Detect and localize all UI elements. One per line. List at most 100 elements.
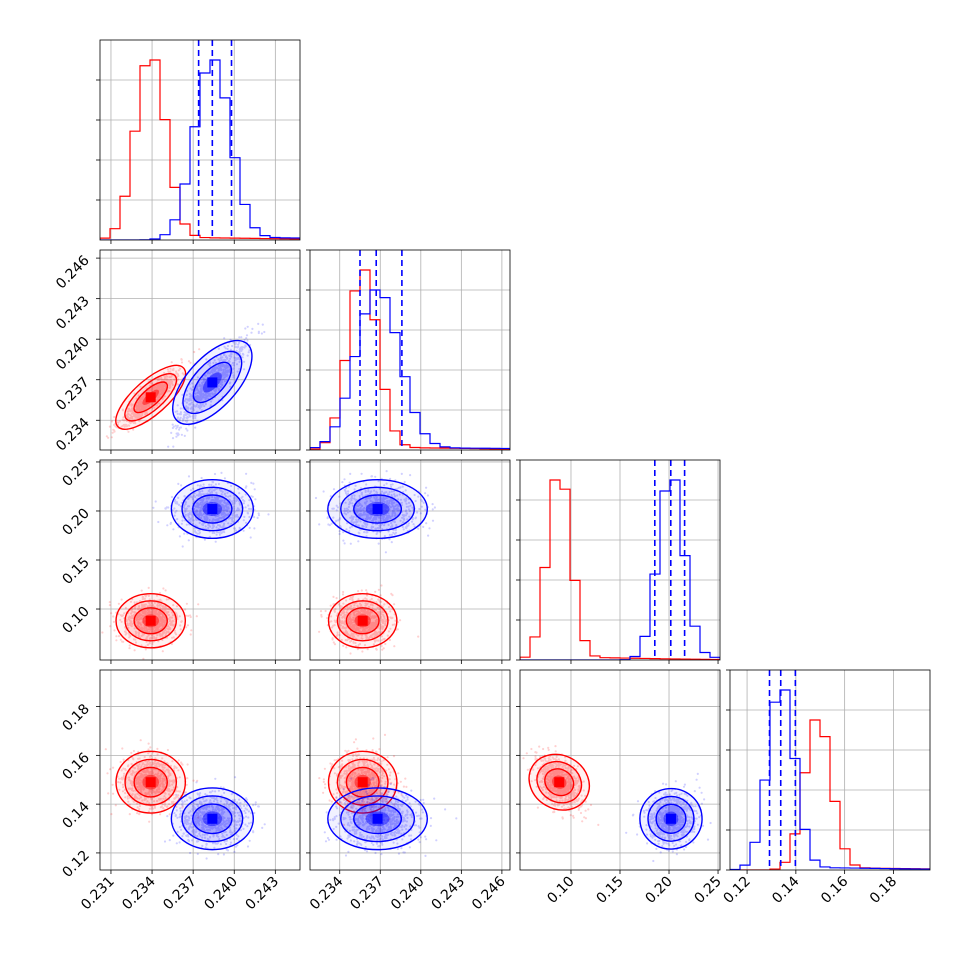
scatter-point (158, 616, 161, 619)
scatter-point (218, 389, 221, 392)
scatter-point (152, 614, 156, 617)
scatter-point (193, 415, 196, 418)
scatter-point (212, 361, 215, 364)
scatter-point (204, 394, 207, 397)
scatter-point (156, 387, 159, 390)
scatter-point (223, 372, 226, 375)
scatter-point (145, 406, 148, 409)
scatter-point (160, 391, 163, 394)
scatter-point (157, 384, 160, 387)
scatter-point (117, 635, 121, 638)
scatter-point (197, 389, 200, 392)
scatter-point (223, 337, 226, 340)
scatter-point (367, 511, 371, 514)
scatter-point (205, 386, 208, 389)
scatter-point (371, 624, 374, 627)
scatter-point (405, 502, 408, 505)
scatter-point (253, 488, 256, 491)
scatter-point (218, 517, 221, 520)
scatter-point (228, 360, 231, 363)
scatter-point (349, 620, 352, 623)
scatter-point (208, 372, 211, 375)
scatter-point (363, 629, 367, 632)
scatter-point (162, 607, 165, 610)
scatter-point (223, 505, 226, 508)
contour-line (124, 600, 178, 642)
scatter-point (240, 336, 243, 339)
scatter-point (158, 621, 161, 625)
scatter-point (366, 630, 369, 633)
scatter-point (205, 513, 209, 516)
scatter-point (363, 611, 366, 614)
scatter-point (198, 513, 202, 517)
scatter-point (387, 630, 390, 633)
scatter-point (204, 398, 207, 401)
scatter-point (159, 635, 162, 638)
scatter-point (396, 628, 399, 631)
scatter-point (220, 493, 223, 496)
scatter-point (381, 626, 384, 629)
scatter-point (115, 635, 118, 638)
scatter-point (181, 545, 184, 548)
scatter-point (385, 618, 388, 622)
scatter-point (203, 385, 206, 388)
scatter-point (203, 493, 206, 496)
scatter-point (377, 515, 380, 518)
scatter-point (381, 500, 384, 503)
scatter-point (153, 390, 156, 393)
scatter-point (203, 519, 207, 522)
scatter-point (377, 527, 380, 530)
scatter-point (145, 627, 148, 630)
scatter-point (226, 369, 229, 372)
scatter-point (205, 513, 208, 516)
scatter-point (352, 611, 355, 615)
scatter-point (360, 609, 363, 612)
scatter-point (159, 386, 163, 389)
scatter-point (218, 517, 221, 520)
scatter-point (205, 503, 208, 506)
scatter-point (417, 635, 420, 638)
scatter-point (208, 535, 212, 539)
scatter-point (201, 384, 204, 387)
scatter-point (355, 614, 359, 617)
scatter-point (174, 511, 177, 514)
scatter-point (214, 483, 217, 486)
scatter-point (156, 621, 159, 624)
scatter-point (168, 389, 171, 393)
scatter-point (225, 509, 228, 512)
scatter-point (217, 364, 220, 368)
scatter-point (157, 623, 160, 626)
scatter-point (210, 370, 213, 374)
scatter-point (349, 472, 352, 475)
scatter-point (385, 619, 388, 622)
scatter-point (150, 628, 153, 631)
scatter-point (151, 634, 154, 637)
scatter-point (221, 365, 224, 368)
scatter-point (140, 614, 143, 617)
scatter-point (152, 609, 155, 612)
scatter-point (177, 383, 180, 386)
scatter-point (154, 500, 157, 503)
scatter-point (375, 623, 378, 626)
scatter-point (221, 356, 224, 359)
scatter-point (241, 346, 244, 349)
scatter-point (141, 634, 144, 637)
scatter-point (222, 515, 226, 518)
scatter-point (405, 512, 408, 515)
scatter-point (219, 507, 222, 511)
scatter-point (376, 531, 379, 534)
scatter-point (223, 493, 226, 496)
scatter-point (256, 516, 259, 520)
scatter-point (225, 508, 228, 511)
scatter-point (201, 499, 204, 502)
scatter-point (205, 497, 208, 500)
scatter-point (194, 416, 197, 420)
scatter-point (163, 384, 166, 388)
scatter-point (163, 395, 166, 398)
scatter-point (356, 508, 359, 511)
scatter-point (319, 610, 323, 613)
scatter-point (167, 506, 170, 509)
scatter-point (341, 620, 344, 623)
scatter-point (370, 475, 374, 478)
